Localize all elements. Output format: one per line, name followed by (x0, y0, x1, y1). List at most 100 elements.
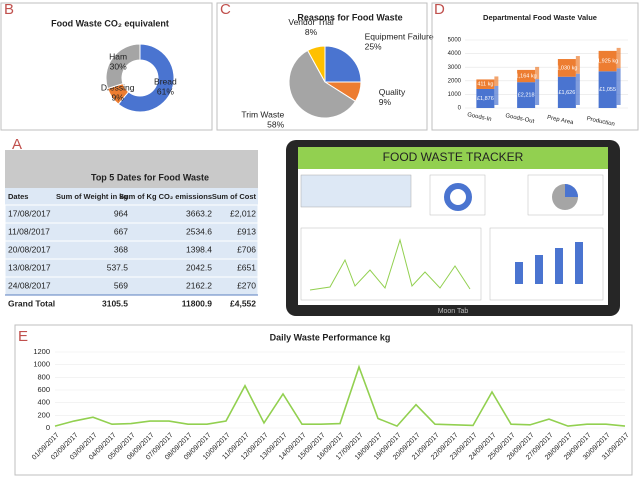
bar-label: 411 kg (477, 82, 493, 88)
mini-donut (444, 183, 472, 211)
table-cell: 13/08/2017 (8, 262, 51, 272)
table-cell: 569 (114, 280, 128, 290)
slice-label: Vendor Trial (288, 17, 333, 27)
bar-label: 1,030 kg (556, 65, 577, 71)
y-tick-label: 5000 (448, 38, 462, 44)
table-cell: 17/08/2017 (8, 208, 51, 218)
y-tick-label: 1000 (33, 360, 50, 369)
chart-title: Daily Waste Performance kg (270, 332, 391, 342)
table-cell: 368 (114, 244, 128, 254)
x-tick-label: Production (586, 116, 615, 128)
x-tick-label: Goods-In (467, 112, 492, 123)
bar (598, 71, 617, 108)
table-cell: 2042.5 (186, 262, 212, 272)
bar-side (494, 76, 499, 86)
column-header: Dates (8, 192, 28, 201)
slice-value: 61% (157, 86, 174, 96)
mini-panel (489, 227, 604, 301)
table-cell: £270 (237, 280, 256, 290)
table-cell: 24/08/2017 (8, 280, 51, 290)
y-tick-label: 200 (37, 410, 50, 419)
bar (517, 69, 536, 83)
table-cell: 537.5 (107, 262, 129, 272)
mini-bar (535, 255, 543, 284)
slice-label: Dressing (101, 82, 135, 92)
table-cell: 1398.4 (186, 244, 212, 254)
bar-side (616, 47, 621, 69)
slice-label: Bread (154, 76, 177, 86)
mini-pie-slice (565, 184, 578, 197)
slice-label: Quality (379, 87, 406, 97)
table-cell: 667 (114, 226, 128, 236)
bar-side (535, 79, 540, 105)
table-cell: £913 (237, 226, 256, 236)
table-cell: 3663.2 (186, 208, 212, 218)
table-cell: £651 (237, 262, 256, 272)
slice (117, 43, 175, 113)
y-tick-label: 800 (37, 372, 50, 381)
table-header-band (5, 150, 258, 188)
chart-title: Departmental Food Waste Value (483, 13, 597, 22)
slice-value: 30% (110, 61, 127, 71)
bar (557, 76, 576, 108)
table-total-cell: Grand Total (8, 298, 55, 308)
bar-label: £2,218 (518, 93, 535, 99)
slice-label: Equipment Failure (365, 32, 434, 42)
y-tick-label: 0 (458, 106, 462, 112)
bar-side (575, 73, 580, 105)
bar (476, 88, 495, 108)
table-cell: 2162.2 (186, 280, 212, 290)
y-tick-label: 3000 (448, 65, 462, 71)
table-cell: 20/08/2017 (8, 244, 51, 254)
slice-value: 8% (305, 27, 318, 37)
panel-letter: C (220, 1, 231, 18)
y-tick-label: 2000 (448, 78, 462, 84)
y-tick-label: 600 (37, 385, 50, 394)
column-header: Sum of Weight in kg (56, 192, 128, 201)
slice (105, 43, 141, 90)
panel-frame (0, 2, 213, 131)
bar-label: 1,164 kg (516, 73, 537, 79)
bar (598, 50, 617, 72)
bar-side (535, 66, 540, 80)
mini-line (309, 238, 471, 291)
bar-label: 1,925 kg (597, 59, 618, 65)
x-tick-label: Prep Area (546, 115, 574, 127)
table-total-cell: 3105.5 (102, 298, 128, 308)
table-cell: £2,012 (230, 208, 256, 218)
tablet: FOOD WASTE TRACKER Moon Tab (286, 140, 620, 316)
y-tick-label: 400 (37, 398, 50, 407)
slice-value: 25% (365, 42, 382, 52)
chart-title: Reasons for Food Waste (297, 12, 402, 22)
column-header: Sum of Cost (212, 192, 257, 201)
panel-frame (14, 324, 633, 476)
slice-value: 9% (379, 97, 392, 107)
tablet-brand: Moon Tab (438, 308, 469, 315)
panel-letter: E (18, 328, 28, 345)
mini-bar (575, 242, 583, 284)
y-tick-label: 4000 (448, 51, 462, 57)
bar-side (575, 56, 580, 74)
bar-label: £1,626 (558, 90, 575, 96)
slice (324, 45, 362, 83)
mini-bar (555, 248, 563, 284)
bar-label: £1,055 (599, 87, 616, 93)
table-total-cell: £4,552 (230, 298, 256, 308)
bar (517, 82, 536, 108)
tablet-title: FOOD WASTE TRACKER (383, 150, 524, 164)
mini-panel (300, 227, 482, 301)
tablet-title-bar (298, 147, 608, 169)
slice-label: Trim Waste (241, 110, 284, 120)
slice-label: Ham (109, 51, 127, 61)
bar-label: £1,876 (477, 96, 494, 102)
panel-frame (431, 2, 639, 131)
line (54, 364, 626, 428)
table-title: Top 5 Dates for Food Waste (91, 172, 209, 182)
mini-bar (515, 262, 523, 284)
bar (557, 59, 576, 77)
panel-letter: B (4, 1, 14, 18)
column-header: Sum of Kg CO₂ emissions (119, 192, 212, 201)
panel-frame (216, 2, 428, 131)
panel-letter: A (12, 136, 22, 153)
x-tick-label: Goods-Out (505, 113, 535, 125)
